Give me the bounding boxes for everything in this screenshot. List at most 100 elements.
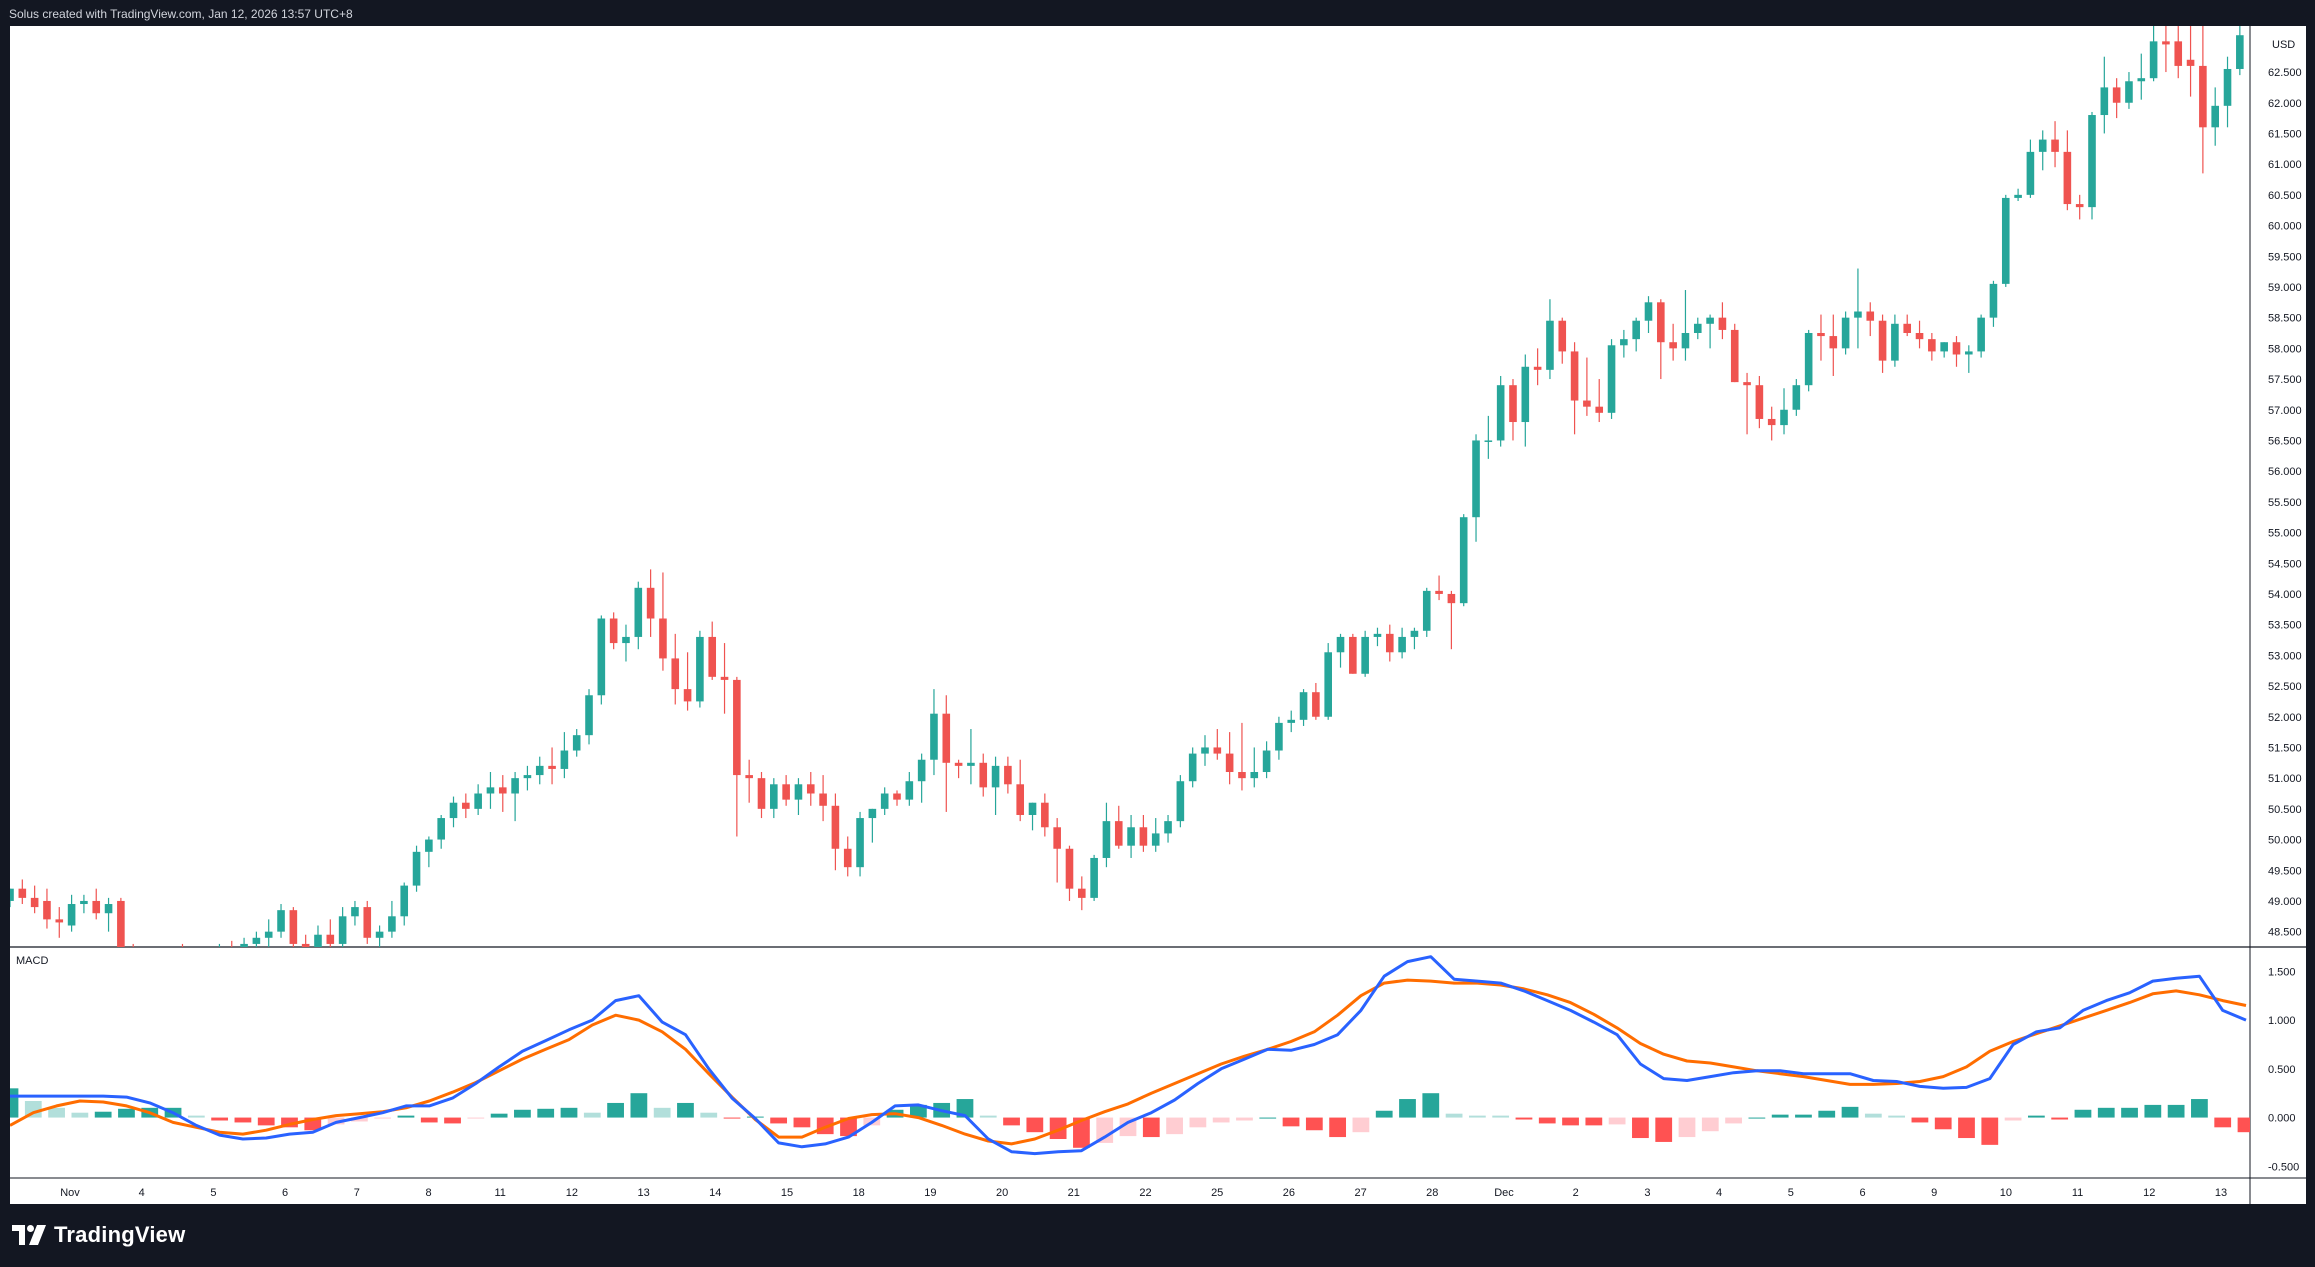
candle[interactable] bbox=[314, 925, 322, 957]
candle[interactable] bbox=[1669, 323, 1677, 361]
candle[interactable] bbox=[1275, 716, 1283, 760]
candle[interactable] bbox=[1053, 818, 1061, 883]
candle[interactable] bbox=[2125, 72, 2133, 109]
chart-canvas[interactable]: 48.50049.00049.50050.00050.50051.00051.5… bbox=[10, 26, 2306, 1204]
candle[interactable] bbox=[2199, 26, 2207, 174]
candle[interactable] bbox=[2063, 130, 2072, 211]
candle[interactable] bbox=[511, 772, 519, 822]
candle[interactable] bbox=[1028, 802, 1037, 831]
candle[interactable] bbox=[43, 888, 51, 929]
candle[interactable] bbox=[843, 836, 852, 877]
candle[interactable] bbox=[92, 888, 101, 920]
candle[interactable] bbox=[326, 919, 335, 950]
candle[interactable] bbox=[1780, 388, 1788, 435]
candle[interactable] bbox=[1176, 775, 1185, 828]
candle[interactable] bbox=[1127, 814, 1135, 858]
candle[interactable] bbox=[1767, 406, 1776, 441]
candle[interactable] bbox=[2211, 87, 2220, 146]
candle[interactable] bbox=[1952, 336, 1961, 367]
candle[interactable] bbox=[757, 772, 766, 819]
candle[interactable] bbox=[216, 943, 224, 969]
candle[interactable] bbox=[1361, 630, 1369, 677]
candle[interactable] bbox=[1496, 375, 1505, 447]
candle[interactable] bbox=[1558, 317, 1567, 364]
candle[interactable] bbox=[1201, 735, 1209, 766]
candle[interactable] bbox=[1373, 627, 1382, 647]
candle[interactable] bbox=[1644, 296, 1653, 333]
candle[interactable] bbox=[1546, 299, 1554, 380]
candle[interactable] bbox=[1459, 514, 1468, 607]
candle[interactable] bbox=[745, 759, 753, 803]
candle[interactable] bbox=[1250, 747, 1259, 788]
candle[interactable] bbox=[437, 814, 445, 849]
candle[interactable] bbox=[1804, 329, 1813, 392]
candle[interactable] bbox=[2088, 111, 2096, 220]
candle[interactable] bbox=[893, 790, 901, 806]
candle[interactable] bbox=[1151, 818, 1160, 852]
candle[interactable] bbox=[696, 630, 704, 708]
candle[interactable] bbox=[622, 624, 630, 662]
candle[interactable] bbox=[856, 811, 864, 877]
candle[interactable] bbox=[449, 796, 458, 828]
candle[interactable] bbox=[954, 759, 963, 779]
candle[interactable] bbox=[191, 947, 199, 975]
candle[interactable] bbox=[1385, 624, 1394, 662]
candle[interactable] bbox=[1817, 314, 1825, 361]
candle[interactable] bbox=[991, 756, 1000, 815]
candle[interactable] bbox=[2174, 26, 2183, 79]
candle[interactable] bbox=[264, 919, 273, 950]
candle[interactable] bbox=[609, 612, 618, 650]
candle[interactable] bbox=[1509, 379, 1517, 441]
candle[interactable] bbox=[646, 569, 655, 637]
candle[interactable] bbox=[560, 732, 569, 779]
tradingview-logo[interactable]: TradingView bbox=[12, 1222, 185, 1248]
candle[interactable] bbox=[1225, 732, 1234, 785]
candle[interactable] bbox=[1312, 682, 1320, 720]
candle[interactable] bbox=[1472, 434, 1480, 542]
candle[interactable] bbox=[1102, 802, 1111, 868]
candle[interactable] bbox=[794, 778, 803, 815]
candle[interactable] bbox=[819, 775, 827, 822]
candle[interactable] bbox=[2075, 194, 2084, 220]
candle[interactable] bbox=[129, 943, 137, 975]
candle[interactable] bbox=[733, 676, 741, 837]
candle[interactable] bbox=[142, 950, 150, 981]
candle[interactable] bbox=[1090, 854, 1098, 901]
candle[interactable] bbox=[2014, 188, 2022, 201]
candle[interactable] bbox=[1213, 729, 1222, 760]
candle[interactable] bbox=[806, 772, 815, 806]
candle[interactable] bbox=[1570, 342, 1579, 435]
candle[interactable] bbox=[474, 784, 482, 815]
candle[interactable] bbox=[240, 937, 248, 966]
candle[interactable] bbox=[2100, 56, 2109, 134]
candle[interactable] bbox=[1065, 845, 1074, 901]
candle[interactable] bbox=[720, 643, 729, 714]
candle[interactable] bbox=[1336, 633, 1345, 668]
chart-frame[interactable]: 48.500 49.000 49.500 50.000 50.500 51.000 51.5… bbox=[10, 26, 2306, 1204]
candle[interactable] bbox=[979, 753, 988, 797]
candle[interactable] bbox=[1287, 710, 1296, 733]
candle[interactable] bbox=[659, 572, 667, 671]
candle[interactable] bbox=[1262, 741, 1271, 779]
candle[interactable] bbox=[523, 765, 532, 791]
candle[interactable] bbox=[1607, 339, 1616, 419]
candle[interactable] bbox=[117, 897, 125, 959]
candle[interactable] bbox=[412, 845, 421, 892]
candle[interactable] bbox=[1730, 323, 1739, 383]
candle[interactable] bbox=[1016, 759, 1025, 822]
candle[interactable] bbox=[1878, 314, 1887, 373]
candle[interactable] bbox=[535, 756, 544, 785]
candle[interactable] bbox=[597, 615, 606, 705]
candle[interactable] bbox=[1755, 375, 1764, 429]
candle[interactable] bbox=[2162, 26, 2170, 73]
candle[interactable] bbox=[942, 695, 951, 812]
candle[interactable] bbox=[1903, 314, 1912, 337]
candle[interactable] bbox=[2137, 53, 2146, 100]
candle[interactable] bbox=[179, 943, 187, 969]
candle[interactable] bbox=[351, 900, 359, 926]
candle[interactable] bbox=[683, 652, 692, 711]
candle[interactable] bbox=[1915, 320, 1924, 349]
candle[interactable] bbox=[1004, 756, 1012, 794]
candle[interactable] bbox=[2112, 78, 2121, 119]
candle[interactable] bbox=[2001, 194, 2010, 287]
